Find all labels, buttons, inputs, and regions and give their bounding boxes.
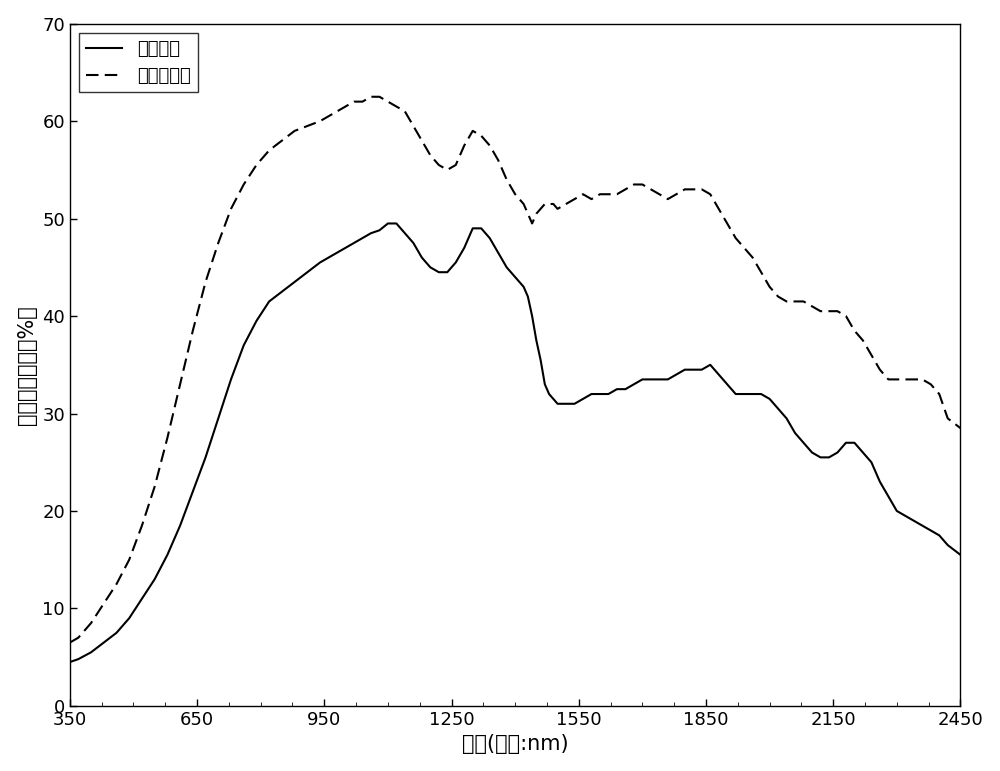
健康小麦 — [874, 477, 886, 487]
Legend: 健康小麦, 赤霏病小麦: 健康小麦, 赤霏病小麦 — [79, 32, 198, 93]
赤霏病小麦 — [552, 204, 564, 214]
赤霏病小麦 — [916, 375, 928, 384]
健康小麦 — [882, 492, 894, 501]
赤霏病小麦 — [619, 185, 631, 194]
健康小麦 — [954, 550, 966, 560]
赤霏病小麦 — [340, 102, 352, 111]
Line: 赤霏病小麦: 赤霏病小麦 — [70, 97, 960, 642]
健康小麦 — [64, 658, 76, 667]
X-axis label: 波长(单位:nm): 波长(单位:nm) — [462, 734, 568, 754]
赤霏病小麦 — [365, 93, 377, 102]
赤霏病小麦 — [301, 121, 313, 130]
健康小麦 — [899, 511, 911, 520]
Line: 健康小麦: 健康小麦 — [70, 224, 960, 662]
赤霏病小麦 — [891, 375, 903, 384]
Y-axis label: 反射率（单位：%）: 反射率（单位：%） — [17, 305, 37, 425]
健康小麦 — [382, 219, 394, 228]
健康小麦 — [390, 219, 402, 228]
赤霏病小麦 — [954, 423, 966, 433]
健康小麦 — [619, 385, 631, 394]
赤霏病小麦 — [64, 638, 76, 647]
健康小麦 — [857, 448, 869, 457]
